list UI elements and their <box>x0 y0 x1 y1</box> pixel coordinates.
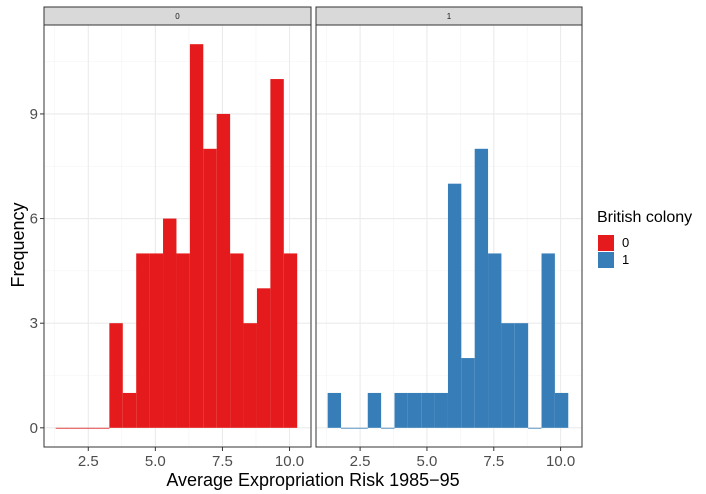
facet-strip-label: 1 <box>447 12 452 21</box>
histogram-bar <box>421 392 435 428</box>
x-tick-label: 2.5 <box>350 453 371 470</box>
histogram-bar <box>270 79 284 428</box>
x-tick-label: 10.0 <box>275 453 304 470</box>
histogram-bar <box>394 392 408 428</box>
legend-key-0 <box>598 235 614 251</box>
y-tick-label: 0 <box>30 420 38 437</box>
histogram-bar <box>203 148 217 428</box>
histogram-bar <box>163 218 177 428</box>
legend-label-1: 1 <box>622 252 629 267</box>
histogram-bar <box>69 427 83 429</box>
x-tick-label: 10.0 <box>546 453 575 470</box>
histogram-bar <box>341 427 355 429</box>
panel-border <box>43 24 312 448</box>
x-tick-label: 7.5 <box>212 453 233 470</box>
histogram-bar <box>367 392 382 428</box>
legend: British colony 01 <box>597 209 692 268</box>
histogram-bar <box>109 323 123 428</box>
histogram-bar <box>136 253 150 428</box>
facet-panel-1: 1 <box>315 6 583 448</box>
histogram-bar <box>122 392 137 428</box>
y-axis-title: Frequency <box>8 202 28 287</box>
histogram-bar <box>447 183 462 428</box>
histogram-bar <box>82 427 96 429</box>
histogram-bar <box>327 392 342 428</box>
legend-title: British colony <box>597 209 692 226</box>
histogram-bar <box>354 427 368 429</box>
x-tick-label: 2.5 <box>78 453 99 470</box>
histogram-bar <box>216 113 231 428</box>
histogram-bar <box>55 427 70 429</box>
x-axis-title: Average Expropriation Risk 1985−95 <box>166 470 459 490</box>
y-tick-label: 6 <box>30 211 38 228</box>
x-tick-label: 7.5 <box>483 453 504 470</box>
histogram-bar <box>189 44 204 428</box>
histogram-bar <box>528 427 542 429</box>
histogram-bar <box>256 288 271 428</box>
y-tick-label: 3 <box>30 315 38 332</box>
histogram-bar <box>461 358 475 428</box>
histogram-bar <box>381 427 395 429</box>
facet-strip-label: 0 <box>175 12 180 21</box>
x-axes: 2.5 5.0 7.5 10.0 2.5 5.0 7.5 10.0 <box>78 447 575 470</box>
histogram-bar <box>541 253 555 428</box>
x-tick-label: 5.0 <box>417 453 438 470</box>
histogram-bar <box>243 323 257 428</box>
histogram-bar <box>554 392 569 428</box>
facet-panel-0: 0 <box>43 6 312 448</box>
histogram-bar <box>501 323 515 428</box>
histogram-bar <box>514 323 529 428</box>
histogram-bar <box>474 148 489 428</box>
histogram-bar <box>176 253 190 428</box>
histogram-bar <box>407 392 422 428</box>
x-tick-label: 5.0 <box>145 453 166 470</box>
y-axis: 0 3 6 9 <box>30 106 44 437</box>
legend-key-1 <box>598 252 614 268</box>
legend-items: 01 <box>598 235 629 268</box>
legend-label-0: 0 <box>622 235 629 250</box>
histogram-bar <box>149 253 164 428</box>
y-tick-label: 9 <box>30 106 38 123</box>
histogram-bar <box>434 392 448 428</box>
histogram-bar <box>488 253 502 428</box>
histogram-bar <box>230 253 244 428</box>
histogram-bar <box>95 427 110 429</box>
panel-border <box>315 24 583 448</box>
histogram-bar <box>283 253 298 428</box>
